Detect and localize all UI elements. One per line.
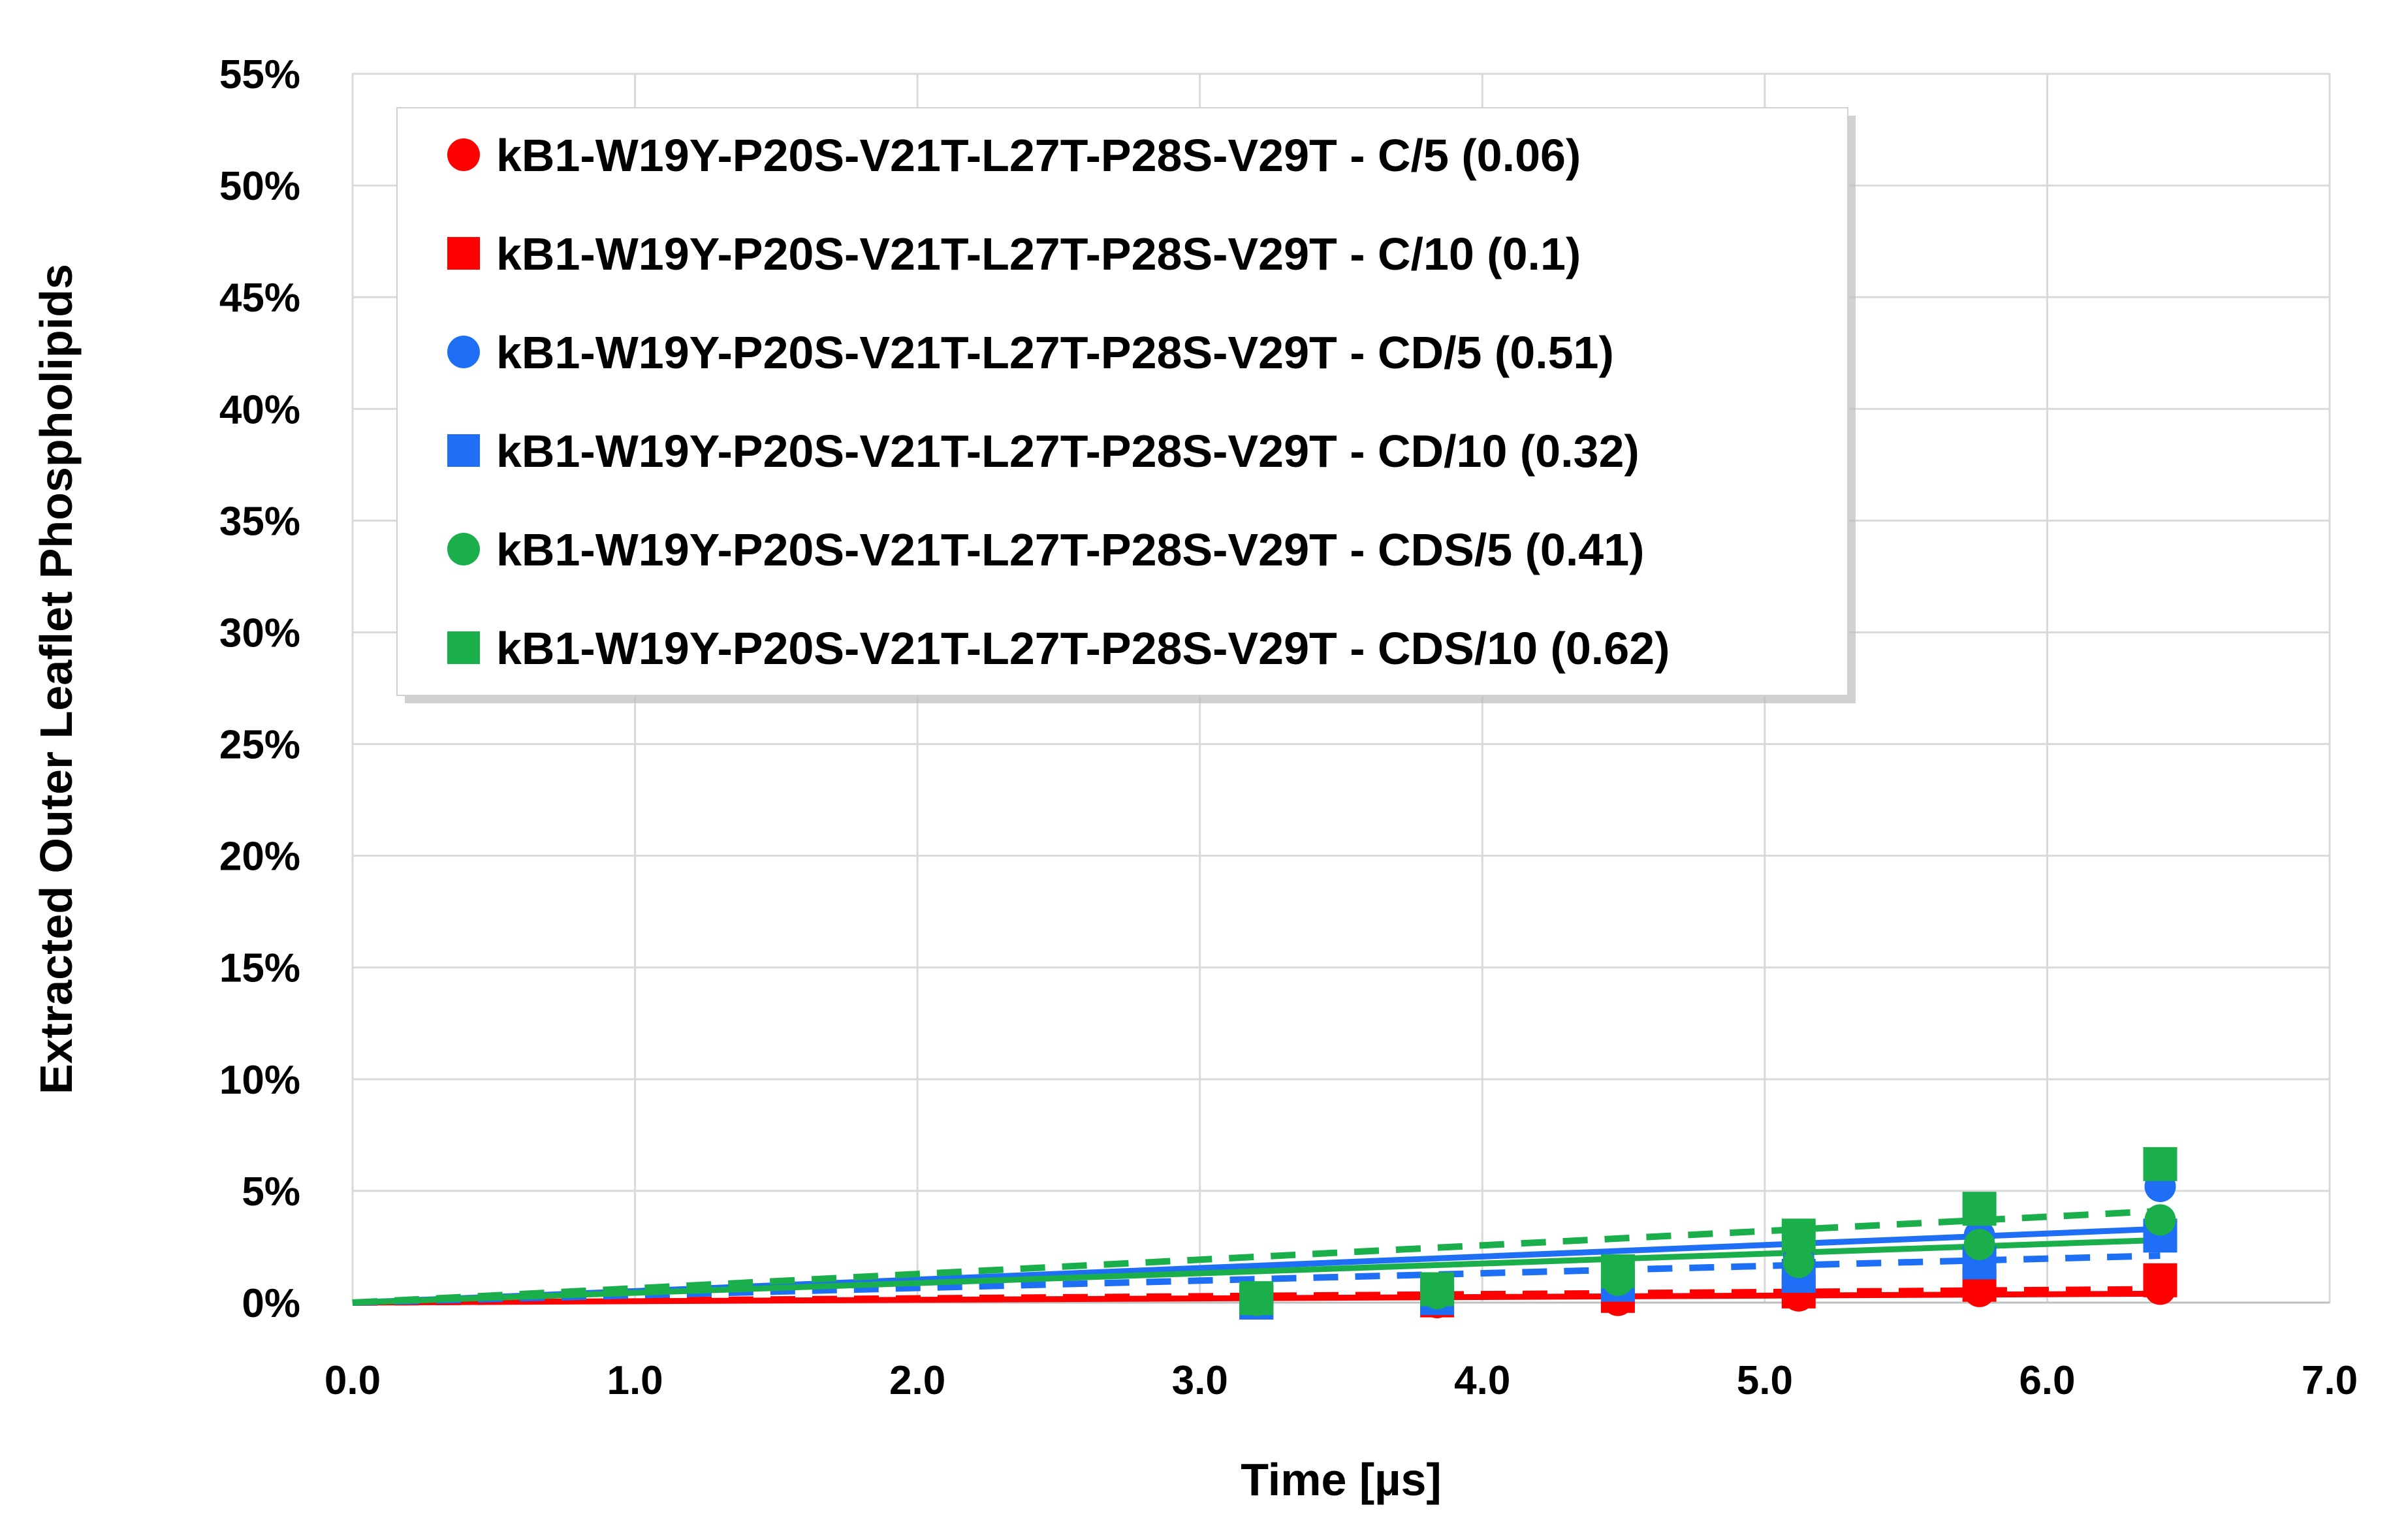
y-tick-label: 50% — [219, 164, 300, 209]
y-tick-label: 5% — [242, 1169, 300, 1214]
data-point-square — [1600, 1254, 1635, 1289]
data-point-circle — [2144, 1204, 2176, 1236]
legend: kB1-W19Y-P20S-V21T-L27T-P28S-V29T - C/5 … — [396, 107, 1856, 703]
data-point-circle — [1963, 1229, 1995, 1261]
axes: 0% 5% 10% 15% 20% 25% 30% 35% 40% 45% 50% 55% 0.0 1.0… — [219, 52, 2358, 1403]
legend-label: kB1-W19Y-P20S-V21T-L27T-P28S-V29T - CDS/… — [496, 623, 1670, 674]
data-point-circle — [1782, 1246, 1814, 1278]
legend-entries: kB1-W19Y-P20S-V21T-L27T-P28S-V29T - C/5 … — [447, 130, 1670, 674]
x-tick-label: 2.0 — [889, 1358, 945, 1403]
trend-line — [352, 1286, 2161, 1306]
legend-marker-square — [447, 237, 480, 270]
legend-marker-circle — [447, 336, 480, 368]
y-tick-label: 45% — [219, 276, 300, 321]
x-axis-title: Time [µs] — [1241, 1454, 1441, 1505]
legend-marker-square — [447, 434, 480, 467]
x-tick-label: 3.0 — [1172, 1358, 1228, 1403]
y-tick-label: 35% — [219, 499, 300, 544]
data-point-square — [2143, 1147, 2178, 1181]
legend-marker-circle — [447, 533, 480, 565]
y-tick-label: 40% — [219, 387, 300, 432]
legend-marker-circle — [447, 138, 480, 171]
legend-label: kB1-W19Y-P20S-V21T-L27T-P28S-V29T - CDS/… — [496, 524, 1644, 575]
y-tick-label: 25% — [219, 723, 300, 768]
x-tick-label: 0.0 — [325, 1358, 381, 1403]
trend-line — [352, 1207, 2161, 1306]
legend-marker-square — [447, 631, 480, 664]
data-point-square — [1781, 1218, 1816, 1253]
y-tick-label: 30% — [219, 610, 300, 656]
x-tick-label: 7.0 — [2302, 1358, 2358, 1403]
legend-label: kB1-W19Y-P20S-V21T-L27T-P28S-V29T - CD/5… — [496, 327, 1614, 378]
y-axis-title: Extracted Outer Leaflet Phospholipids — [31, 264, 82, 1094]
data-point-square — [1239, 1281, 1274, 1316]
trend-line — [352, 1237, 2161, 1306]
x-tick-label: 1.0 — [607, 1358, 663, 1403]
data-points — [1239, 1147, 2178, 1320]
data-point-square — [2143, 1263, 2178, 1297]
y-tick-label: 0% — [242, 1281, 300, 1326]
x-tick-label: 4.0 — [1454, 1358, 1510, 1403]
y-tick-label: 10% — [219, 1058, 300, 1103]
legend-box — [396, 107, 1848, 696]
x-tick-label: 5.0 — [1737, 1358, 1793, 1403]
data-point-square — [1420, 1272, 1455, 1307]
x-tick-label: 6.0 — [2019, 1358, 2075, 1403]
data-point-square — [1962, 1192, 1997, 1226]
y-tick-label: 55% — [219, 52, 300, 97]
y-tick-label: 20% — [219, 834, 300, 880]
y-tick-label: 15% — [219, 946, 300, 991]
legend-label: kB1-W19Y-P20S-V21T-L27T-P28S-V29T - CD/1… — [496, 426, 1640, 477]
legend-label: kB1-W19Y-P20S-V21T-L27T-P28S-V29T - C/5 … — [496, 130, 1581, 181]
legend-label: kB1-W19Y-P20S-V21T-L27T-P28S-V29T - C/10… — [496, 229, 1581, 279]
